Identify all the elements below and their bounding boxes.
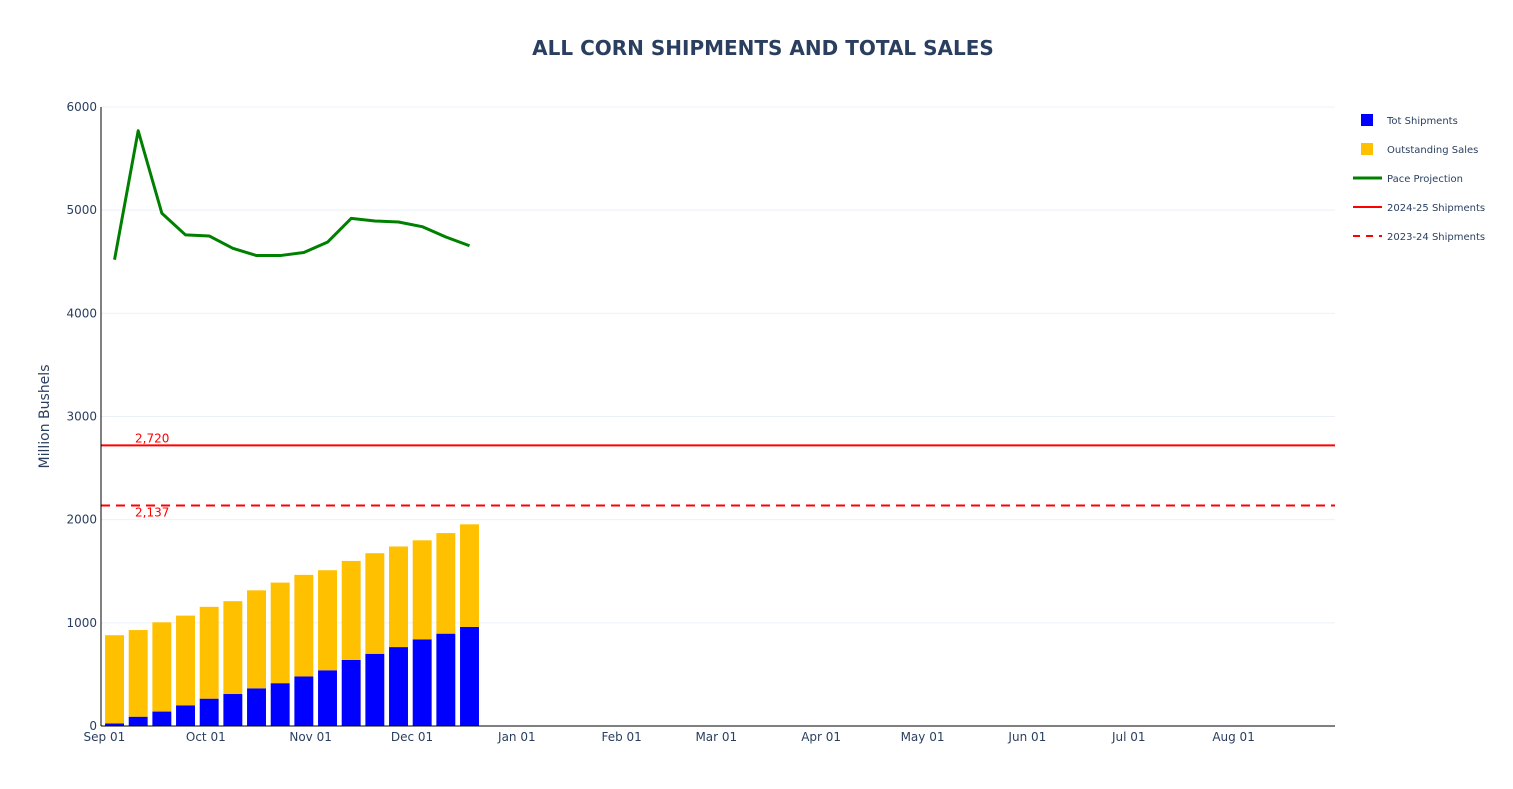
x-tick-label: Apr 01 (801, 730, 841, 744)
legend-item-2023-24-shipments[interactable]: 2023-24 Shipments (1353, 232, 1485, 243)
bar-outstanding-sales (365, 553, 385, 654)
bar-tot-shipments (460, 626, 479, 726)
chart-title: ALL CORN SHIPMENTS AND TOTAL SALES (532, 36, 994, 60)
bar-tot-shipments (365, 653, 385, 726)
legend-label: Tot Shipments (1386, 116, 1458, 127)
legend-item-pace-projection[interactable]: Pace Projection (1353, 174, 1463, 185)
x-tick-label: Oct 01 (186, 730, 226, 744)
bar-tot-shipments (152, 711, 172, 726)
legend-swatch (1361, 143, 1373, 155)
legend-item-2024-25-shipments[interactable]: 2024-25 Shipments (1353, 203, 1485, 214)
bar-tot-shipments (341, 659, 361, 726)
bar-outstanding-sales (247, 590, 266, 689)
bar-outstanding-sales (460, 524, 479, 627)
bar-outstanding-sales (176, 615, 195, 706)
x-tick-label: Aug 01 (1212, 730, 1255, 744)
bar-tot-shipments (318, 670, 337, 726)
bar-tot-shipments (128, 716, 148, 726)
x-tick-label: Sep 01 (84, 730, 126, 744)
bar-outstanding-sales (128, 630, 148, 717)
pace-projection-line (113, 129, 471, 260)
bar-outstanding-sales (152, 622, 172, 712)
bar-outstanding-sales (318, 570, 337, 671)
x-tick-label: Feb 01 (601, 730, 641, 744)
legend[interactable]: Tot Shipments Outstanding Sales Pace Proje… (1353, 114, 1485, 243)
legend-label: 2024-25 Shipments (1387, 203, 1485, 214)
bar-outstanding-sales (294, 574, 314, 677)
y-axis-title: Million Bushels (37, 365, 53, 469)
y-tick-label: 2000 (66, 513, 97, 527)
y-tick-label: 6000 (66, 100, 97, 114)
bar-outstanding-sales (270, 582, 290, 684)
x-tick-label: Mar 01 (695, 730, 737, 744)
series-line-pace-projection (113, 129, 471, 260)
bar-tot-shipments (247, 688, 266, 726)
bar-outstanding-sales (389, 546, 408, 648)
legend-label: 2023-24 Shipments (1387, 232, 1485, 243)
bar-tot-shipments (389, 647, 408, 726)
legend-swatch (1361, 114, 1373, 126)
bar-tot-shipments (176, 705, 195, 726)
bar-tot-shipments (270, 683, 290, 726)
axes: 0 1000 2000 3000 4000 5000 6000 Sep 01 Oct 01 Nov… (37, 100, 1335, 744)
legend-item-outstanding-sales[interactable]: Outstanding Sales (1361, 143, 1478, 156)
bar-outstanding-sales (105, 635, 124, 724)
bar-outstanding-sales (223, 601, 243, 695)
legend-label: Pace Projection (1387, 174, 1463, 185)
x-tick-label: Jan 01 (497, 730, 536, 744)
y-tick-label: 1000 (66, 616, 97, 630)
x-tick-label: Jul 01 (1111, 730, 1146, 744)
bar-outstanding-sales (436, 533, 456, 634)
bar-outstanding-sales (199, 606, 219, 699)
y-tick-label: 5000 (66, 203, 97, 217)
y-tick-label: 0 (89, 719, 97, 733)
legend-item-tot-shipments[interactable]: Tot Shipments (1361, 114, 1458, 127)
x-tick-label: Jun 01 (1007, 730, 1046, 744)
x-tick-label: Nov 01 (289, 730, 332, 744)
bar-tot-shipments (294, 676, 314, 726)
bar-tot-shipments (223, 694, 243, 726)
gridlines (101, 106, 1335, 624)
bar-tot-shipments (436, 633, 456, 726)
bar-outstanding-sales (341, 560, 361, 660)
reference-line-label: 2,137 (135, 506, 169, 520)
x-tick-label: Dec 01 (391, 730, 433, 744)
reference-lines: 2,720 2,137 (101, 431, 1335, 520)
bar-outstanding-sales (412, 540, 432, 640)
bar-tot-shipments (199, 698, 219, 726)
bars (105, 524, 479, 726)
bar-tot-shipments (105, 723, 124, 726)
legend-label: Outstanding Sales (1387, 145, 1478, 156)
reference-line-label: 2,720 (135, 431, 169, 445)
y-tick-label: 4000 (66, 306, 97, 320)
x-tick-label: May 01 (901, 730, 945, 744)
bar-tot-shipments (412, 639, 432, 726)
y-tick-label: 3000 (66, 410, 97, 424)
